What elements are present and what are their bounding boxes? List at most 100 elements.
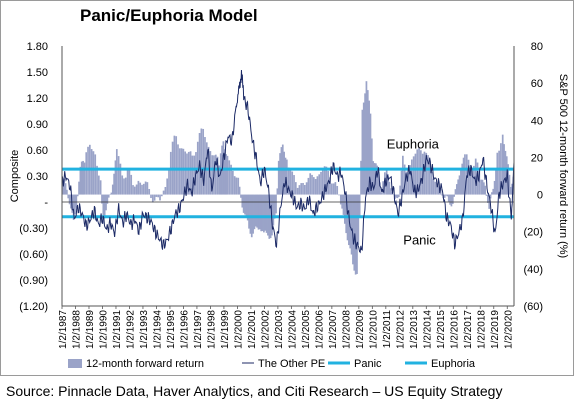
forward-return-bar [434,181,437,195]
other-pe-line [61,69,515,254]
forward-return-bar [119,163,122,195]
x-tick-label: 1/2/1989 [85,310,96,349]
forward-return-bar [252,194,254,234]
forward-return-bar [180,148,183,195]
forward-return-bar [283,151,285,195]
forward-return-bar [358,194,361,216]
forward-return-bar [416,149,419,195]
left-tick-label: 0.90 [27,119,48,131]
x-tick-label: 1/2/1990 [98,310,109,349]
forward-return-bar [461,163,464,195]
forward-return-bar [216,156,219,195]
forward-return-bar [307,177,310,195]
forward-return-bar [248,194,250,229]
forward-return-bar [436,183,438,195]
forward-return-bar [289,169,292,195]
forward-return-bar [141,184,143,195]
forward-return-bar [323,166,326,195]
forward-return-bar [94,154,97,195]
forward-return-bar [164,186,167,195]
forward-return-bar [209,151,212,195]
forward-return-bar [397,194,400,197]
forward-return-bar [284,157,287,195]
forward-return-bar [312,177,315,195]
forward-return-bar [481,179,484,195]
forward-return-bar [320,171,322,195]
forward-return-bar [380,192,383,195]
forward-return-bar [489,194,492,199]
forward-return-bar [146,182,149,195]
x-tick-label: 1/2/2015 [436,310,447,349]
forward-return-bar [113,173,115,195]
x-tick-label: 1/2/1995 [166,310,177,349]
x-tick-label: 1/2/2018 [476,310,487,349]
forward-return-bar [396,194,399,199]
legend-swatch-area [68,359,82,368]
x-tick-label: 1/2/1994 [152,310,163,349]
forward-return-bar [492,188,495,195]
other-pe-line-layer [61,69,515,254]
forward-return-bar [153,194,156,201]
forward-return-bar [377,172,380,195]
forward-return-bar [465,154,468,195]
forward-return-bar [238,186,241,195]
forward-return-bar [75,194,78,208]
chart-frame [0,0,574,376]
forward-return-bar [349,194,352,249]
forward-return-bar [169,151,172,195]
forward-return-bar [277,160,280,195]
forward-return-bar [454,189,457,195]
forward-return-bar [305,182,308,195]
forward-return-bar [230,164,232,195]
forward-return-bar [235,177,238,195]
forward-return-bar [241,194,244,208]
forward-return-bar [258,194,261,230]
forward-return-bar [256,194,258,228]
x-tick-label: 1/2/2016 [449,310,460,349]
forward-return-bar [264,194,267,231]
forward-return-bar [257,194,260,230]
forward-return-bar [365,81,368,195]
x-tick-label: 1/2/1996 [179,310,190,349]
forward-return-bar [345,194,348,234]
forward-return-bar [124,177,127,195]
x-tick-label: 1/2/2000 [233,310,244,349]
left-axis-ticks: 1.80 1.50 1.20 0.90 0.60 0.30 - (0.30) (0.60) (0.… [19,41,48,313]
x-tick-label: 1/2/2009 [355,310,366,349]
forward-return-bar [508,174,511,195]
forward-return-bar [117,156,120,195]
forward-return-bar [62,178,64,195]
legend-label: Euphoria [431,358,476,370]
forward-return-bar [460,169,462,195]
forward-return-bar [99,180,102,195]
x-tick-label: 1/2/2005 [301,310,312,349]
forward-return-bar [142,183,145,195]
right-axis-label: S&P 500 12-month forward return (%) [557,74,569,258]
forward-return-bar [446,194,449,197]
x-tick-label: 1/2/1997 [193,310,204,349]
forward-return-bar [92,151,95,195]
threshold-layer [62,167,514,219]
forward-return-bar [352,194,354,265]
forward-return-bar [186,153,188,195]
forward-return-bar [370,138,373,195]
forward-return-bar [237,177,240,195]
forward-return-bar [309,173,312,195]
forward-return-bar [105,194,107,211]
forward-return-bar [175,136,178,195]
forward-return-bar [467,159,470,195]
left-tick-label: (0.30) [19,223,48,235]
forward-return-bar [423,151,426,195]
forward-return-bar [334,182,337,195]
x-tick-label: 1/2/2004 [287,310,298,349]
x-tick-label: 1/2/2008 [341,310,352,349]
forward-return-bar [189,151,192,195]
forward-return-bar [253,194,256,230]
annotation-panic: Panic [403,232,436,247]
forward-return-bar [457,179,460,195]
forward-return-bar [66,189,68,195]
forward-return-bar [78,181,80,195]
forward-return-bar [187,151,190,195]
forward-return-bar [445,194,447,196]
forward-return-bar [150,194,152,199]
